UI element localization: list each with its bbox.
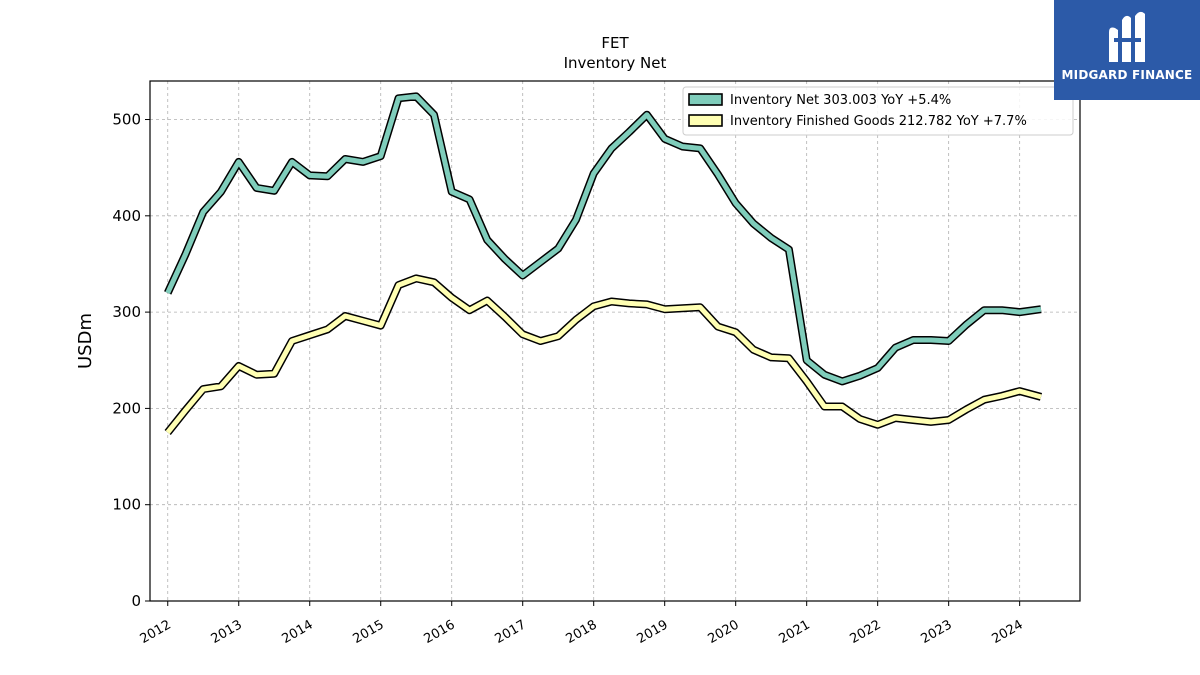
- y-tick-label: 200: [112, 399, 141, 417]
- y-tick-label: 100: [112, 496, 141, 514]
- y-tick-label: 0: [131, 592, 141, 610]
- series-line: [165, 93, 1042, 384]
- x-tick-label: 2021: [777, 617, 813, 647]
- legend-label: Inventory Finished Goods 212.782 YoY +7.…: [730, 114, 1027, 129]
- x-tick-label: 2018: [564, 617, 600, 647]
- x-tick-label: 2012: [138, 617, 174, 647]
- y-tick-label: 400: [112, 207, 141, 225]
- x-tick-label: 2020: [706, 617, 742, 647]
- series-lines: [164, 92, 1043, 436]
- legend: Inventory Net 303.003 YoY +5.4% Inventory…: [682, 86, 1074, 136]
- x-tick-label: 2016: [422, 617, 458, 647]
- legend-box: [682, 86, 1074, 136]
- series-1: [164, 274, 1043, 436]
- y-axis-label: USDm: [75, 313, 96, 369]
- y-tick-label: 500: [112, 111, 141, 129]
- logo-text: MIDGARD FINANCE: [1061, 68, 1193, 82]
- y-tick-label: 300: [112, 303, 141, 321]
- midgard-finance-logo: MIDGARD FINANCE: [1054, 0, 1200, 100]
- logo-mark-icon: [1109, 11, 1145, 62]
- x-tick-label: 2017: [493, 617, 529, 647]
- series-0: [164, 92, 1042, 386]
- legend-swatch: [688, 93, 723, 106]
- x-tick-label: 2024: [989, 617, 1025, 647]
- chart-title: FET: [601, 34, 629, 52]
- legend-label: Inventory Net 303.003 YoY +5.4%: [730, 93, 951, 108]
- x-tick-label: 2022: [848, 617, 884, 647]
- x-tick-label: 2014: [280, 617, 316, 647]
- plot-frame: [149, 80, 1081, 602]
- x-tick-label: 2023: [919, 617, 955, 647]
- legend-swatch: [688, 114, 723, 127]
- axes: 0 100 200 300 400 500 2012 2013 2014 2015 2016 2017…: [112, 111, 1025, 647]
- x-tick-label: 2013: [209, 617, 245, 647]
- chart-subtitle: Inventory Net: [564, 54, 667, 72]
- series-line: [165, 275, 1042, 435]
- x-tick-label: 2015: [351, 617, 387, 647]
- x-tick-label: 2019: [635, 617, 671, 647]
